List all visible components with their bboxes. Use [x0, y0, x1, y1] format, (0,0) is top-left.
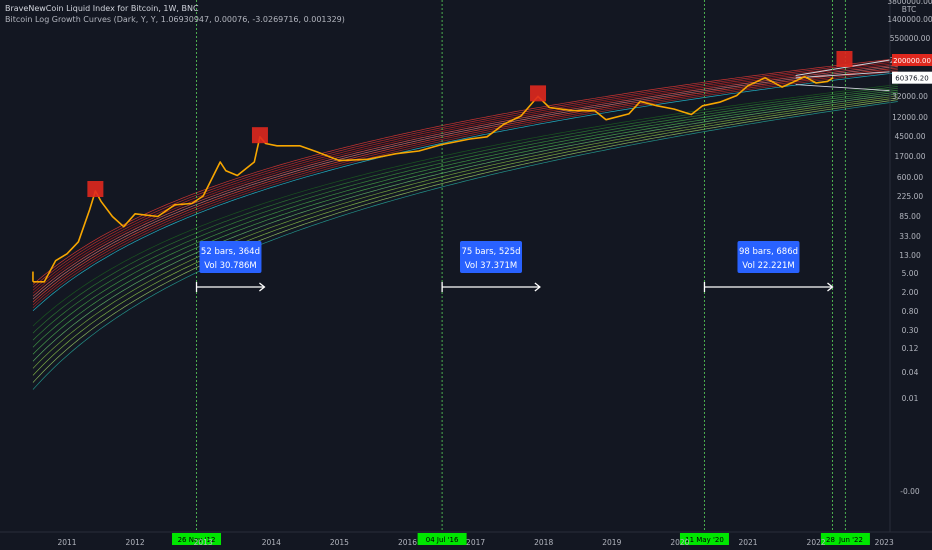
lower-growth-curve: [32, 86, 898, 334]
date-tag-label: 11 May '20: [685, 536, 724, 544]
date-tag: [679, 533, 729, 545]
x-tick-label: 2022: [807, 538, 826, 547]
x-tick-label: 2015: [330, 538, 349, 547]
lower-growth-curve: [32, 84, 898, 327]
btc-price-line: [33, 75, 834, 283]
upper-growth-curve: [32, 70, 898, 309]
price-axis[interactable]: 1400000.00550000.00200000.0080000.003200…: [887, 0, 932, 496]
peak-markers: [87, 51, 853, 198]
x-tick-label: 2017: [466, 538, 485, 547]
date-tag: [824, 533, 837, 545]
date-tag-label: 04 Jul '16: [426, 536, 459, 544]
last-price-label: 60376.20: [895, 75, 928, 83]
peak-marker: [530, 85, 547, 102]
measurement-tools: 52 bars, 364d Vol 30.786M 75 bars, 525d Vol…: [195, 241, 834, 292]
x-tick-label: 2013: [194, 538, 213, 547]
x-tick-label: 2021: [738, 538, 757, 547]
y-tick-label: 32000.00: [892, 92, 928, 101]
measure-box: [199, 241, 262, 273]
y-tick-label: 225.00: [897, 192, 923, 201]
y-tick-label: 1400000.00: [887, 15, 932, 24]
y-tick-label: 1700.00: [894, 152, 925, 161]
time-axis[interactable]: 2011 2012 2013 2014 2015 2016 2017 2018 2019 2020…: [57, 538, 894, 547]
measure-volume-label: Vol 37.371M: [465, 261, 518, 271]
y-tick-label: 5.00: [902, 269, 919, 278]
x-tick-label: 2020: [670, 538, 689, 547]
measure-range-label: 98 bars, 686d: [739, 247, 798, 257]
y-tick-label: -0.00: [900, 487, 920, 496]
lower-growth-curve: [32, 91, 898, 355]
measure-arrow: [827, 282, 834, 292]
chart-title: BraveNewCoin Liquid Index for Bitcoin, 1…: [5, 4, 199, 13]
upper-growth-curve: [32, 59, 898, 288]
target-price-tag: [892, 54, 932, 66]
currency-unit: BTC: [902, 5, 917, 14]
y-tick-label: 12000.00: [892, 113, 928, 122]
y-tick-label: 0.12: [902, 344, 919, 353]
x-tick-label: 2019: [602, 538, 621, 547]
measure-range-label: 52 bars, 364d: [201, 247, 260, 257]
x-tick-label: 2014: [262, 538, 281, 547]
upper-growth-curve: [32, 69, 898, 306]
measure-box: [737, 241, 800, 273]
y-tick-label: 600.00: [897, 173, 923, 182]
upper-growth-curve: [32, 67, 898, 303]
lower-growth-curve: [32, 87, 898, 341]
x-tick-label: 2018: [534, 538, 553, 547]
y-tick-label: 0.04: [902, 368, 919, 377]
last-price-tag: [892, 71, 932, 84]
y-tick-label: 3800000.00: [887, 0, 932, 6]
lower-growth-curve: [32, 101, 898, 390]
date-tag-label: 26 Nov '12: [178, 536, 216, 544]
target-price-label: 200000.00: [893, 57, 931, 65]
x-tick-label: 2011: [57, 538, 76, 547]
lower-growth-curve: [32, 99, 898, 383]
peak-marker: [251, 127, 268, 144]
y-tick-label: 0.30: [902, 326, 919, 335]
upper-growth-curve: [32, 58, 898, 285]
y-tick-label: 13.00: [899, 251, 921, 260]
measure-volume-label: Vol 22.221M: [742, 261, 795, 271]
measure-arrow: [259, 282, 266, 292]
upper-growth-curve: [32, 62, 898, 294]
y-tick-label: 33.00: [899, 232, 921, 241]
date-tag: [172, 533, 222, 545]
lower-growth-curve: [32, 95, 898, 369]
x-tick-label: 2016: [398, 538, 417, 547]
x-tick-label: 2012: [126, 538, 145, 547]
projection-line: [795, 59, 891, 76]
upper-growth-curve: [32, 66, 898, 300]
peak-marker: [87, 181, 104, 198]
x-tick-label: 2023: [875, 538, 894, 547]
lower-growth-curve: [32, 93, 898, 362]
measure-range-label: 75 bars, 525d: [461, 247, 520, 257]
indicator-legend[interactable]: Bitcoin Log Growth Curves (Dark, Y, Y, 1…: [5, 15, 345, 24]
vertical-date-lines: 26 Nov '12 04 Jul '16 11 May '20 06 Jun '22…: [172, 0, 870, 545]
peak-marker: [836, 51, 853, 67]
measure-volume-label: Vol 30.786M: [204, 261, 257, 271]
lower-growth-curve: [32, 97, 898, 376]
y-tick-label: 0.01: [902, 394, 919, 403]
y-tick-label: 2.00: [902, 288, 919, 297]
date-tag-label: 28: [826, 536, 835, 544]
date-tag: [417, 533, 467, 545]
measure-arrow: [534, 282, 541, 292]
y-tick-label: 4500.00: [894, 132, 925, 141]
price-series: [32, 75, 834, 283]
projection-line: [795, 84, 891, 92]
measure-box: [460, 241, 523, 273]
y-tick-label: 550000.00: [890, 34, 931, 43]
upper-growth-curve: [32, 72, 898, 312]
y-tick-label: 0.80: [902, 307, 919, 316]
lower-growth-curve: [32, 89, 898, 348]
projection-line: [795, 71, 891, 79]
date-tag-label: 06 Jun '22: [828, 536, 863, 544]
y-tick-label: 85.00: [899, 212, 921, 221]
